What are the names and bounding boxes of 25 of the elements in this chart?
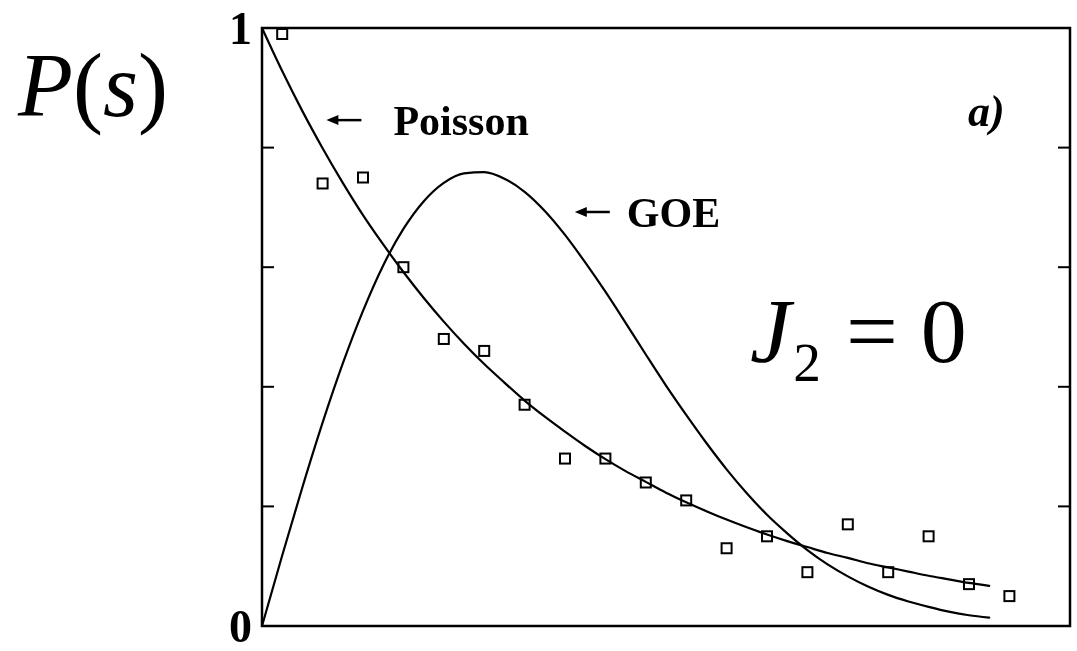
- annotation: a): [968, 87, 1005, 136]
- point: [599, 452, 612, 465]
- point: [357, 171, 369, 184]
- point: [1003, 590, 1016, 603]
- point: [720, 542, 733, 555]
- point: [801, 566, 814, 579]
- point: [397, 261, 410, 274]
- y-tick-label: 0: [229, 601, 252, 651]
- point: [639, 476, 652, 489]
- point: [882, 566, 895, 579]
- point: [316, 177, 329, 190]
- point: [963, 578, 975, 591]
- point: [761, 530, 773, 543]
- point: [922, 530, 935, 543]
- point: [478, 344, 491, 357]
- y-tick-label: 1: [229, 3, 252, 55]
- point: [680, 494, 693, 507]
- legend-label: GOE: [626, 189, 721, 236]
- point: [437, 332, 450, 345]
- annotation: J₂ = 0: [750, 280, 967, 382]
- legend-label: Poisson: [393, 97, 529, 144]
- point: [559, 452, 571, 465]
- y-axis-title: P(s): [17, 36, 168, 136]
- point: [518, 398, 531, 411]
- point: [841, 518, 854, 531]
